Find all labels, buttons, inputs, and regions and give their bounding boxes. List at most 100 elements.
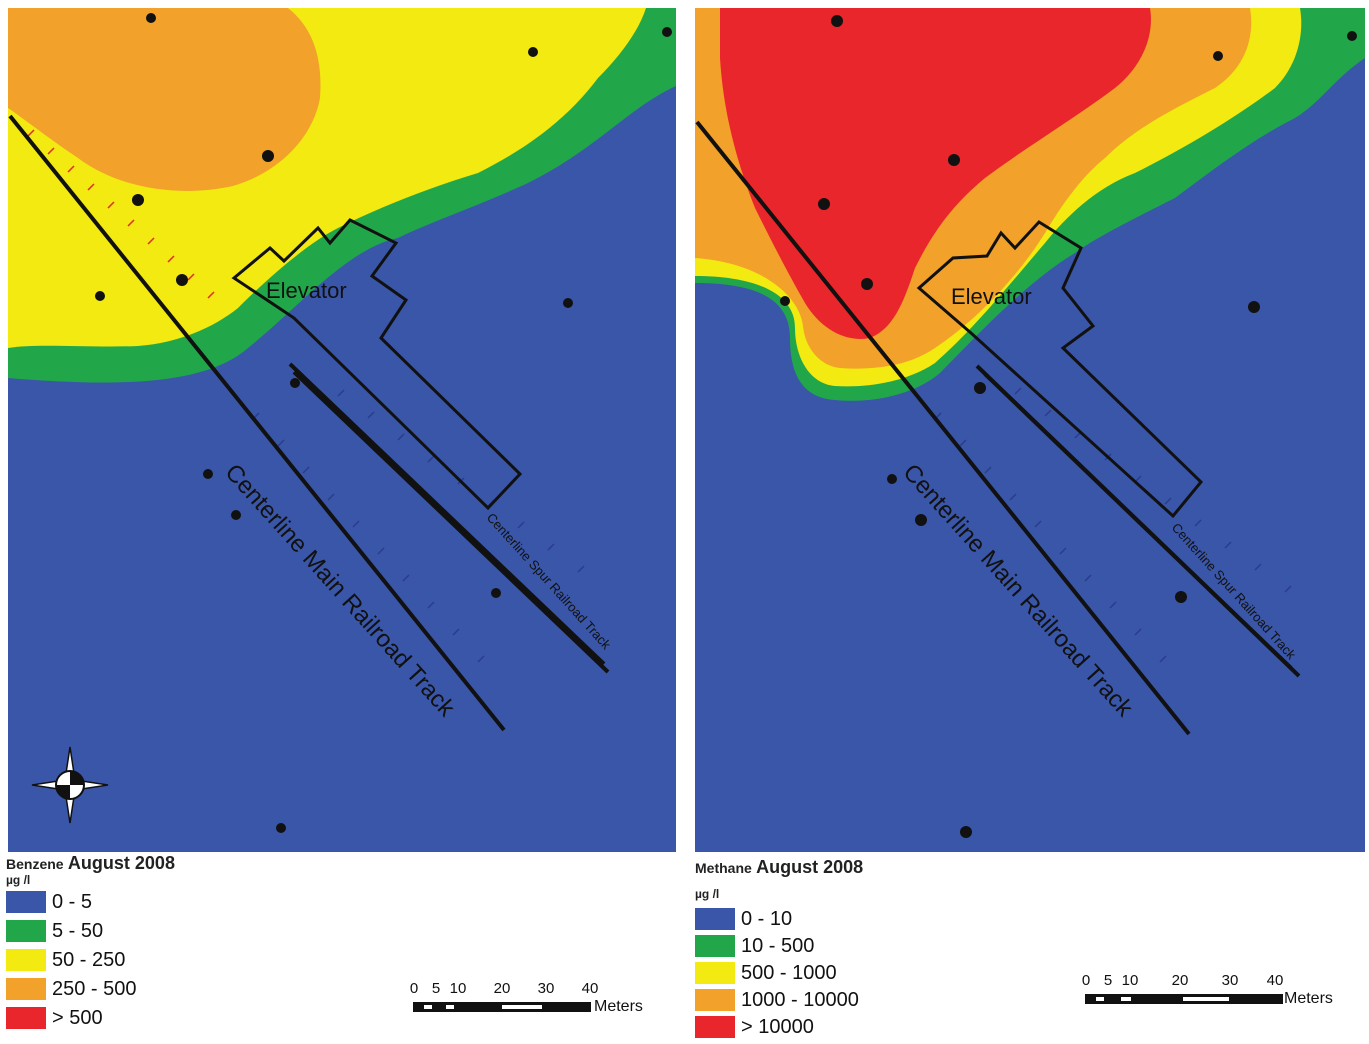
scale-tick-label: 5	[1103, 972, 1113, 989]
legend-label: 1000 - 10000	[741, 988, 859, 1011]
sample-points	[95, 13, 672, 833]
sample-point	[528, 47, 538, 57]
legend-label: 10 - 500	[741, 934, 815, 957]
scale-bar-graphic	[413, 1002, 591, 1012]
scale-ticks: 0 5 10 20 30 40	[1080, 972, 1284, 990]
compass-rose-icon	[31, 746, 109, 824]
legend-swatch	[695, 934, 735, 957]
legend-label: 0 - 10	[741, 907, 793, 930]
sample-point	[780, 296, 790, 306]
sample-point	[948, 154, 960, 166]
sample-point	[262, 150, 274, 162]
scale-bar: 0 5 10 20 30 40 Meters	[408, 980, 668, 1020]
sample-point	[861, 278, 873, 290]
sample-point	[818, 198, 830, 210]
legend-label: 5 - 50	[52, 919, 104, 942]
sample-point	[563, 298, 573, 308]
legend-unit: µg /l	[695, 887, 720, 901]
scale-tick-label: 10	[1121, 972, 1139, 989]
scale-tick-label: 20	[493, 980, 511, 997]
sample-point	[95, 291, 105, 301]
scale-tick-label: 0	[1081, 972, 1091, 989]
spur-railroad-track-1	[288, 362, 606, 666]
legend-item: 50 - 250	[6, 945, 175, 974]
scale-tick-label: 5	[431, 980, 441, 997]
scale-unit: Meters	[1284, 990, 1333, 1007]
benzene-map-panel: Elevator Centerline Main Railroad Track …	[8, 8, 676, 852]
legend-swatch	[6, 919, 46, 942]
legend-date: August 2008	[67, 853, 175, 873]
legend-label: 250 - 500	[52, 977, 137, 1000]
legend-swatch	[6, 948, 46, 971]
legend-substance: Benzene	[6, 856, 64, 872]
sample-point	[276, 823, 286, 833]
elevator-label: Elevator	[951, 284, 1032, 309]
legend-unit: µg /l	[6, 873, 31, 887]
benzene-map: Elevator Centerline Main Railroad Track …	[8, 8, 676, 852]
scale-tick-label: 10	[449, 980, 467, 997]
legend-item: 250 - 500	[6, 974, 175, 1003]
legend-label: 50 - 250	[52, 948, 126, 971]
legend-swatch	[695, 961, 735, 984]
elevator-outline	[231, 218, 523, 511]
scale-tick-label: 30	[537, 980, 555, 997]
legend-item: 0 - 10	[695, 905, 863, 932]
scale-tick-label: 30	[1221, 972, 1239, 989]
sample-point	[1175, 591, 1187, 603]
methane-map: Elevator Centerline Main Railroad Track …	[695, 8, 1365, 852]
sample-point	[1347, 31, 1357, 41]
sample-point	[887, 474, 897, 484]
sample-point	[231, 510, 241, 520]
spur-railroad-track-2	[292, 370, 610, 674]
zone-gt-10000	[720, 8, 1151, 339]
legend-title: Methane August 2008	[695, 858, 863, 877]
methane-legend: Methane August 2008 µg /l 0 - 10 10 - 50…	[695, 858, 863, 1040]
scale-tick-label: 20	[1171, 972, 1189, 989]
sample-point	[203, 469, 213, 479]
sample-point	[960, 826, 972, 838]
scale-tick-label: 0	[409, 980, 419, 997]
methane-map-panel: Elevator Centerline Main Railroad Track …	[695, 8, 1365, 852]
legend-label: 0 - 5	[52, 890, 93, 913]
legend-item: 500 - 1000	[695, 959, 863, 986]
scale-unit: Meters	[594, 998, 643, 1015]
sample-point	[915, 514, 927, 526]
legend-title: Benzene August 2008	[6, 854, 175, 873]
sample-point	[176, 274, 188, 286]
spur-railroad-track-2	[983, 372, 1301, 678]
legend-swatch	[695, 907, 735, 930]
sample-point	[491, 588, 501, 598]
elevator-label: Elevator	[266, 278, 347, 303]
sample-point	[1248, 301, 1260, 313]
legend-swatch	[6, 977, 46, 1000]
legend-item: 10 - 500	[695, 932, 863, 959]
scale-bar: 0 5 10 20 30 40 Meters	[1080, 972, 1340, 1012]
legend-label: > 10000	[741, 1015, 814, 1038]
sample-point	[132, 194, 144, 206]
elevator-outline	[916, 220, 1204, 519]
legend-swatch	[6, 890, 46, 913]
sample-point	[1213, 51, 1223, 61]
sample-point	[974, 382, 986, 394]
scale-bar-graphic	[1085, 994, 1283, 1004]
sample-points	[780, 15, 1357, 838]
legend-date: August 2008	[756, 857, 864, 877]
main-railroad-track	[695, 120, 1191, 736]
main-railroad-track	[8, 114, 506, 732]
legend-item: 1000 - 10000	[695, 986, 863, 1013]
sample-point	[146, 13, 156, 23]
scale-tick-label: 40	[1266, 972, 1284, 989]
scale-ticks: 0 5 10 20 30 40	[408, 980, 608, 998]
scale-tick-label: 40	[581, 980, 599, 997]
sample-point	[662, 27, 672, 37]
legend-item: 0 - 5	[6, 887, 175, 916]
benzene-legend: Benzene August 2008 µg /l 0 - 5 5 - 50 5…	[6, 854, 175, 1032]
legend-label: 500 - 1000	[741, 961, 837, 984]
legend-swatch	[695, 1015, 735, 1038]
sample-point	[831, 15, 843, 27]
legend-swatch	[695, 988, 735, 1011]
legend-label: > 500	[52, 1006, 103, 1029]
legend-swatch	[6, 1006, 46, 1029]
legend-item: > 500	[6, 1003, 175, 1032]
sample-point	[290, 378, 300, 388]
